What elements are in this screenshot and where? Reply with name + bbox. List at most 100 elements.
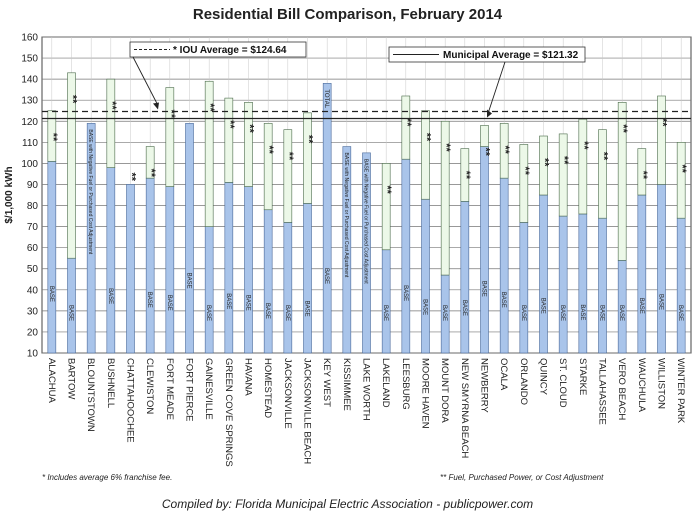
y-tick-label: 130 (21, 96, 38, 107)
bar-base-label: BASE (264, 303, 270, 319)
bar-base (185, 123, 194, 354)
bar-fuel-stars: ** (145, 169, 157, 178)
bar-base (204, 226, 214, 354)
franchise-fee-footnote: * Includes average 6% franchise fee. (42, 473, 173, 482)
bar-fuel-adjustment (47, 110, 57, 162)
bar-base-label: BASE (461, 300, 467, 316)
bar-fuel-adjustment (204, 80, 214, 227)
bar-fuel-adjustment (263, 123, 273, 211)
bar-fuel-stars: ** (47, 133, 59, 142)
x-category-label: WAUCHULA (636, 358, 647, 413)
municipal-average-label: Municipal Average = $121.32 (443, 50, 579, 61)
iou-pointer (132, 56, 159, 106)
y-tick-label: 10 (27, 349, 39, 360)
bar-fuel-adjustment (637, 148, 647, 196)
bar-base-label: BASE (225, 293, 231, 309)
source-credit: Compiled by: Florida Municipal Electric … (161, 497, 534, 511)
bar-fuel-adjustment (676, 142, 686, 219)
x-category-label: LAKELAND (380, 358, 391, 408)
x-category-label: QUINCY (538, 358, 549, 396)
bar-base (244, 186, 253, 354)
bar-fuel-stars: ** (676, 164, 688, 173)
bar-fuel-adjustment (460, 148, 470, 202)
bar-base (558, 215, 568, 354)
bar-fuel-stars: ** (519, 166, 531, 175)
bar-fuel-stars: ** (617, 124, 629, 133)
bar-base-label: BASE (68, 305, 74, 321)
bar-base-label: BASE (481, 281, 487, 297)
bar-base-label: BASE (166, 295, 172, 311)
bar-fuel-stars: ** (578, 141, 590, 150)
bar-base (598, 217, 607, 354)
bar-negative-adjustment-label: BASE with Negative Fuel or Purchased Cos… (343, 153, 349, 278)
bar-base-label: BASE (146, 292, 152, 308)
bar-fuel-stars: ** (224, 120, 236, 129)
bar-base-label: BASE (107, 288, 113, 304)
bar-base-label: BASE (304, 301, 310, 317)
x-category-label: HAVANA (243, 358, 254, 396)
y-tick-label: 70 (27, 222, 39, 233)
iou-pointer-arrowhead (153, 102, 159, 110)
bar-base-label: BASE (540, 298, 546, 314)
bar-fuel-stars: ** (657, 118, 669, 127)
bar-fuel-stars: ** (558, 156, 570, 165)
bar-base (637, 194, 647, 354)
bar-base (106, 167, 116, 354)
bar-base (342, 146, 352, 354)
x-category-label: NEWBERRY (479, 358, 490, 413)
y-tick-label: 50 (27, 264, 39, 275)
bar-base (145, 177, 155, 354)
y-tick-label: 40 (27, 285, 39, 296)
x-category-label: FORT PIERCE (184, 358, 195, 422)
x-category-label: KISSIMMEE (341, 358, 352, 411)
y-tick-label: 20 (27, 327, 39, 338)
fuel-adjustment-footnote: ** Fuel, Purchased Power, or Cost Adjust… (440, 473, 604, 482)
bar-fuel-stars: ** (381, 185, 393, 194)
municipal-average-legend-box (388, 46, 586, 63)
bar-fuel-stars: ** (539, 158, 551, 167)
x-category-label: KEY WEST (321, 358, 332, 407)
bar-base (86, 123, 96, 354)
x-category-label: ORLANDO (518, 358, 529, 405)
bar-fuel-adjustment (67, 72, 76, 259)
bar-fuel-stars: ** (303, 135, 315, 144)
bar-fuel-adjustment (145, 146, 155, 179)
bar-base-label: BASE (323, 268, 329, 284)
municipal-pointer-arrowhead (487, 109, 492, 118)
bar-base (480, 146, 489, 354)
bar-fuel-adjustment (578, 118, 588, 215)
x-category-label: WILLISTON (656, 358, 667, 409)
bar-base-label: BASE (382, 305, 388, 321)
iou-average-label: * IOU Average = $124.64 (173, 45, 287, 56)
y-tick-label: 100 (21, 159, 38, 170)
bar-base (381, 249, 391, 354)
bar-base-label: BASE (520, 305, 526, 321)
y-tick-label: 90 (27, 180, 39, 191)
x-category-label: MOUNT DORA (439, 358, 450, 423)
bar-base-label: BASE (579, 304, 585, 320)
bar-base-label: BASE (559, 305, 565, 321)
bar-fuel-stars: ** (598, 152, 610, 161)
y-tick-label: 110 (22, 138, 38, 149)
bar-fuel-stars: ** (106, 101, 118, 110)
bar-fuel-stars: ** (67, 95, 79, 104)
bar-fuel-adjustment (303, 112, 312, 204)
bar-fuel-adjustment (381, 163, 391, 251)
bar-fuel-stars: ** (283, 152, 295, 161)
y-tick-label: 30 (27, 306, 39, 317)
bar-negative-adjustment-label: BASE with Negative Fuel or Purchased Cos… (363, 159, 369, 284)
bar-fuel-adjustment (657, 95, 666, 185)
y-tick-label: 150 (21, 54, 38, 65)
x-category-label: WINTER PARK (675, 358, 686, 424)
bar-fuel-stars: ** (480, 147, 492, 156)
x-category-label: CLEWISTON (144, 358, 155, 414)
y-tick-label: 80 (27, 201, 39, 212)
bar-base-label: BASE (205, 305, 211, 321)
bar-fuel-adjustment (499, 123, 509, 179)
bar-base (657, 184, 666, 354)
y-axis-label: $/1,000 kWh (4, 166, 15, 223)
bar-base-label: BASE (500, 292, 506, 308)
x-category-label: MOORE HAVEN (420, 358, 431, 429)
municipal-pointer (487, 61, 506, 114)
bar-base-label: BASE (284, 305, 290, 321)
